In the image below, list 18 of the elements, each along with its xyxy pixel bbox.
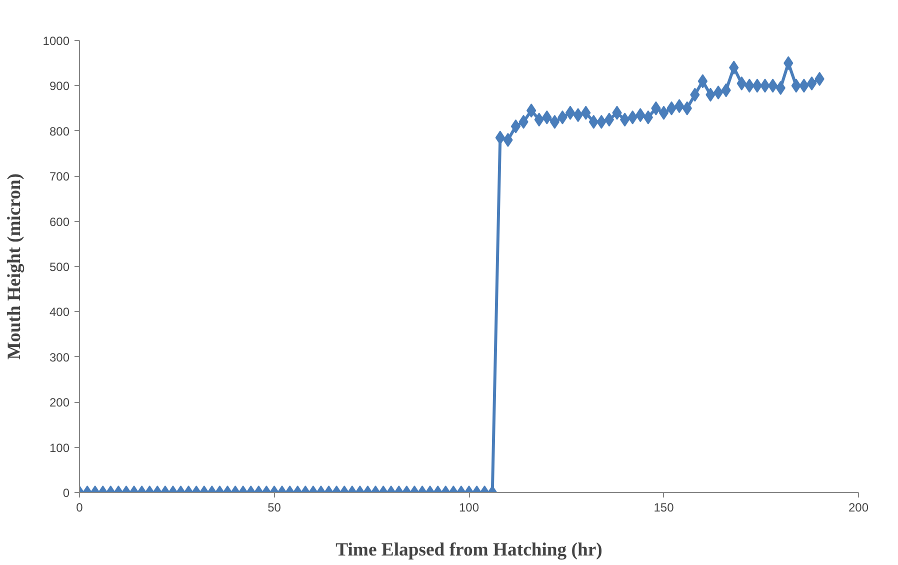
y-tick-label: 200 bbox=[49, 396, 70, 410]
y-tick-label: 500 bbox=[49, 260, 70, 274]
x-axis-title: Time Elapsed from Hatching (hr) bbox=[336, 540, 602, 560]
y-tick-label: 900 bbox=[49, 79, 70, 94]
y-tick-label: 0 bbox=[62, 486, 70, 500]
x-tick-label: 150 bbox=[654, 500, 674, 514]
y-tick-label: 1000 bbox=[42, 34, 70, 48]
x-tick-label: 200 bbox=[848, 500, 869, 514]
y-tick-label: 700 bbox=[49, 170, 70, 184]
y-tick-label: 100 bbox=[49, 440, 70, 455]
x-tick-label: 100 bbox=[458, 500, 480, 514]
y-tick-label: 300 bbox=[49, 350, 70, 364]
y-tick-label: 600 bbox=[49, 214, 70, 229]
x-tick-label: 50 bbox=[268, 500, 282, 514]
y-axis-title: Mouth Height (micron) bbox=[4, 173, 25, 360]
y-tick-label: 400 bbox=[49, 305, 70, 320]
y-tick-label: 800 bbox=[49, 124, 70, 138]
x-tick-label: 0 bbox=[76, 500, 84, 514]
